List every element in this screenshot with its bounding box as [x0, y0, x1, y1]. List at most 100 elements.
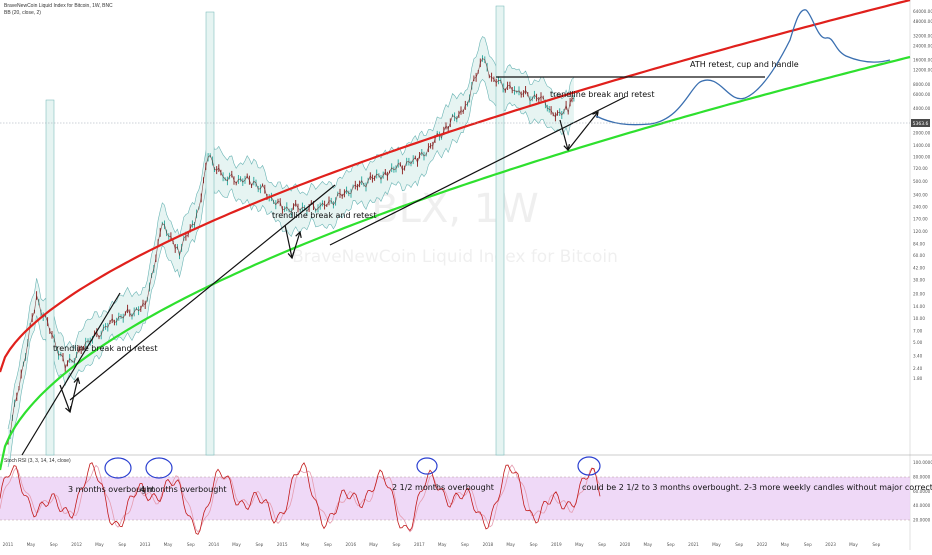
x-tick-31: May [712, 542, 721, 547]
annotation-trend1: trendline break and retest [53, 344, 157, 353]
trendline-2 [69, 184, 336, 401]
x-axis-ticks: 2011 May Sep 2012 May Sep 2013 May Sep 2014 May Sep… [3, 542, 881, 547]
x-tick-14: Sep [324, 542, 332, 547]
arrow-3b [567, 111, 599, 151]
price-series [7, 55, 575, 445]
annotation-ob3: 2 1/2 months overbought [392, 483, 494, 492]
circle-2 [416, 457, 438, 475]
stoch-ticks: 100.0000 80.0000 60.0000 40.0000 20.0000 [913, 460, 932, 522]
trendline-3 [329, 96, 626, 246]
x-tick-20: Sep [461, 542, 469, 547]
x-tick-6: 2013 [140, 542, 151, 547]
price-tick-17: 340.00 [913, 193, 928, 198]
x-tick-5: Sep [118, 542, 126, 547]
stoch-tick-3: 40.0000 [913, 503, 931, 508]
x-tick-13: May [301, 542, 310, 547]
stoch-k-line [0, 462, 601, 535]
price-line [7, 58, 574, 444]
price-tick-32: 1.80 [913, 376, 923, 381]
price-tick-21: 84.00 [913, 241, 925, 246]
price-tick-19: 170.00 [913, 217, 928, 222]
current-price-label: 5363.6 [913, 121, 929, 127]
bb-spike-0 [45, 99, 55, 456]
annotation-ath: ATH retest, cup and handle [690, 60, 799, 69]
stoch-header-label: Stoch RSI (3, 3, 14, 14, close) [4, 458, 71, 464]
x-tick-26: Sep [598, 542, 606, 547]
stoch-tick-0: 100.0000 [913, 460, 932, 465]
main-pane-bg [0, 0, 910, 455]
price-tick-28: 7.00 [913, 328, 923, 333]
price-tick-4: 32000.00 [913, 33, 932, 38]
x-tick-2: Sep [50, 542, 58, 547]
upper-red-curve [0, 0, 911, 373]
price-tick-18: 240.00 [913, 205, 928, 210]
x-tick-33: 2022 [757, 542, 768, 547]
arrow-3a [559, 119, 569, 151]
stoch-lines [0, 462, 601, 535]
x-tick-18: 2017 [414, 542, 425, 547]
x-tick-23: Sep [530, 542, 538, 547]
price-tick-16: 500.00 [913, 179, 928, 184]
x-tick-16: May [369, 542, 378, 547]
x-tick-24: 2019 [551, 542, 562, 547]
x-tick-9: 2014 [208, 542, 219, 547]
annotation-trend2: trendline break and retest [272, 211, 376, 220]
x-tick-0: 2011 [3, 542, 14, 547]
price-tick-5: 24000.00 [913, 44, 932, 49]
price-tick-31: 2.40 [913, 366, 923, 371]
x-tick-4: May [95, 542, 104, 547]
x-tick-3: 2012 [71, 542, 82, 547]
x-tick-10: May [232, 542, 241, 547]
lower-green-curve [0, 55, 911, 471]
bb-lower [7, 78, 574, 468]
curves [0, 0, 911, 471]
bb-spike-2 [495, 5, 505, 456]
price-tick-25: 20.00 [913, 292, 925, 297]
x-tick-35: Sep [804, 542, 812, 547]
circle-3 [577, 456, 601, 476]
x-tick-38: Sep [872, 542, 880, 547]
x-tick-30: 2021 [688, 542, 699, 547]
price-tick-23: 42.00 [913, 266, 925, 271]
price-tick-27: 10.00 [913, 316, 925, 321]
price-tick-7: 12000.00 [913, 68, 932, 73]
projection-path [595, 9, 891, 126]
chart-title: BraveNewCoin Liquid Index for Bitcoin, 1… [4, 3, 113, 9]
x-tick-29: Sep [667, 542, 675, 547]
price-tick-20: 120.00 [913, 229, 928, 234]
trendlines [21, 76, 765, 456]
x-tick-27: 2020 [620, 542, 631, 547]
indicator-bb-label: BB (20, close, 2) [4, 10, 41, 16]
x-tick-17: Sep [393, 542, 401, 547]
circle-1 [145, 457, 173, 479]
x-tick-7: May [164, 542, 173, 547]
x-tick-19: May [438, 542, 447, 547]
price-tick-22: 60.00 [913, 253, 925, 258]
arrow-1b-head [73, 376, 81, 384]
price-tick-26: 14.00 [913, 304, 925, 309]
price-tick-3: 48000.00 [913, 19, 932, 24]
x-tick-8: Sep [187, 542, 195, 547]
projection-curve [595, 9, 891, 126]
x-tick-25: May [575, 542, 584, 547]
annotation-trend3: trendline break and retest [550, 90, 654, 99]
price-tick-2: 64000.00 [913, 9, 932, 14]
price-tick-13: 1400.00 [913, 143, 931, 148]
stoch-tick-4: 20.0000 [913, 518, 931, 523]
x-tick-22: May [506, 542, 515, 547]
x-tick-11: Sep [255, 542, 263, 547]
arrow-2b [291, 231, 301, 259]
price-tick-24: 30.00 [913, 277, 925, 282]
price-tick-29: 5.00 [913, 340, 923, 345]
x-tick-21: 2018 [483, 542, 494, 547]
x-tick-28: May [643, 542, 652, 547]
x-tick-32: Sep [735, 542, 743, 547]
annotation-ob4: could be 2 1/2 to 3 months overbought. 2… [582, 483, 932, 492]
watermark-symbol: BLX, 1W [371, 186, 539, 232]
circle-0 [104, 457, 132, 479]
price-tick-6: 16000.00 [913, 58, 932, 63]
x-tick-37: May [849, 542, 858, 547]
overbought-circles [104, 456, 601, 479]
arrow-1a [59, 384, 71, 413]
